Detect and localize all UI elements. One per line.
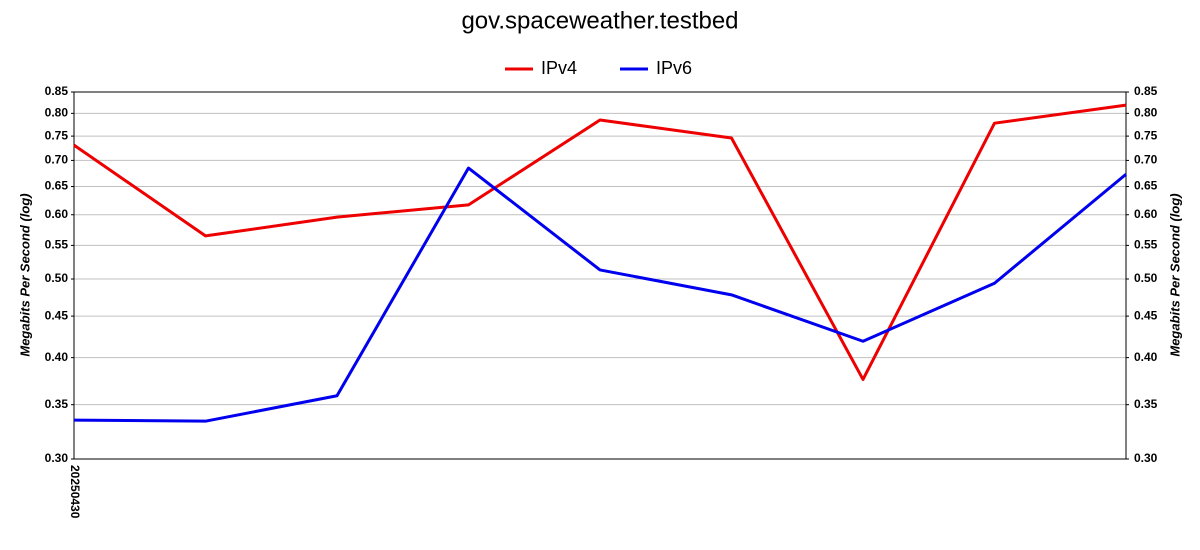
y-tick-label: 0.70: [45, 153, 69, 167]
y-tick-label: 0.40: [45, 350, 69, 364]
y-tick-label: 0.75: [45, 128, 69, 142]
y-tick-label: 0.65: [45, 179, 69, 193]
y-tick-label: 0.50: [45, 271, 69, 285]
y-tick-label: 0.35: [45, 397, 69, 411]
legend-label: IPv4: [541, 58, 577, 78]
y-tick-label: 0.60: [45, 207, 69, 221]
y2-tick-label: 0.50: [1134, 271, 1158, 285]
y2-tick-label: 0.85: [1134, 84, 1158, 98]
y2-tick-label: 0.45: [1134, 308, 1158, 322]
y-tick-label: 0.85: [45, 84, 69, 98]
plot-border: [73, 91, 1127, 460]
x-tick-label: 20250430: [68, 465, 82, 519]
y2-tick-label: 0.75: [1134, 128, 1158, 142]
y-tick-label: 0.55: [45, 238, 69, 252]
y2-axis-label: Megabits Per Second (log): [1167, 193, 1182, 356]
y2-tick-label: 0.35: [1134, 397, 1158, 411]
y2-tick-label: 0.70: [1134, 153, 1158, 167]
y2-tick-label: 0.65: [1134, 179, 1158, 193]
y-axis-label: Megabits Per Second (log): [17, 193, 32, 356]
y2-tick-label: 0.60: [1134, 207, 1158, 221]
chart-title: gov.spaceweather.testbed: [461, 7, 738, 34]
y2-tick-label: 0.80: [1134, 106, 1158, 120]
y2-tick-label: 0.30: [1134, 451, 1158, 465]
y-tick-label: 0.30: [45, 451, 69, 465]
y2-tick-label: 0.40: [1134, 350, 1158, 364]
y2-tick-label: 0.55: [1134, 238, 1158, 252]
series-line: [73, 166, 1127, 423]
y-tick-label: 0.80: [45, 106, 69, 120]
series-line: [73, 103, 1127, 381]
legend-label: IPv6: [656, 58, 692, 78]
y-tick-label: 0.45: [45, 308, 69, 322]
